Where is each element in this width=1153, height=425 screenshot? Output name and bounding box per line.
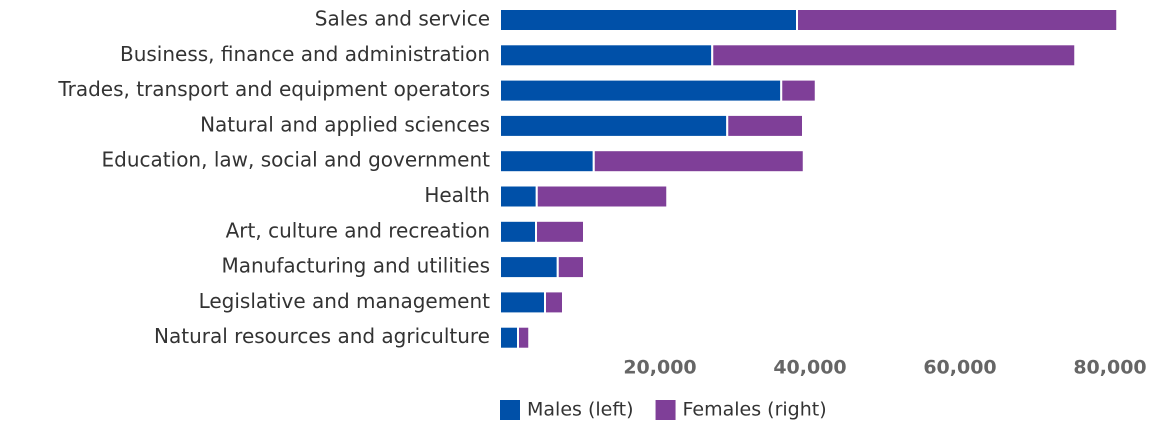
bar-segment — [499, 113, 729, 138]
bar-segment — [726, 113, 804, 138]
category-label: Legislative and management — [199, 289, 491, 313]
bar-segment — [796, 8, 1119, 32]
bar-segment — [535, 184, 669, 209]
bar-segment — [499, 184, 538, 209]
category-label: Natural and applied sciences — [200, 112, 490, 136]
x-tick-label: 80,000 — [1073, 357, 1146, 379]
bar-segment — [592, 149, 805, 174]
legend-label: Females (right) — [683, 399, 827, 421]
legend-swatch — [500, 400, 520, 420]
bar-segment — [499, 290, 546, 315]
bar-segment — [499, 325, 519, 350]
bar-segment — [517, 325, 531, 350]
category-label: Trades, transport and equipment operator… — [57, 77, 490, 101]
bar-segment — [499, 255, 559, 280]
category-label: Manufacturing and utilities — [222, 254, 490, 278]
category-label: Sales and service — [315, 7, 490, 31]
category-label: Business, finance and administration — [120, 42, 490, 66]
bar-segment — [499, 78, 783, 103]
category-label: Natural resources and agriculture — [154, 324, 490, 348]
bar-segment — [499, 149, 595, 174]
bar-segment — [535, 219, 585, 244]
legend-label: Males (left) — [527, 399, 634, 421]
x-tick-label: 60,000 — [923, 357, 996, 379]
bar-segment — [544, 290, 564, 315]
category-label: Health — [424, 183, 490, 207]
bar-segment — [499, 219, 537, 244]
x-tick-label: 20,000 — [623, 357, 696, 379]
bar-segment — [780, 78, 817, 103]
category-label: Art, culture and recreation — [226, 218, 490, 242]
category-label: Education, law, social and government — [102, 148, 491, 172]
bar-segment — [556, 255, 585, 280]
legend-swatch — [655, 400, 676, 420]
bar-segment — [499, 8, 798, 32]
bar-segment — [499, 43, 714, 68]
x-tick-label: 40,000 — [773, 357, 846, 379]
bar-segment — [711, 43, 1077, 68]
